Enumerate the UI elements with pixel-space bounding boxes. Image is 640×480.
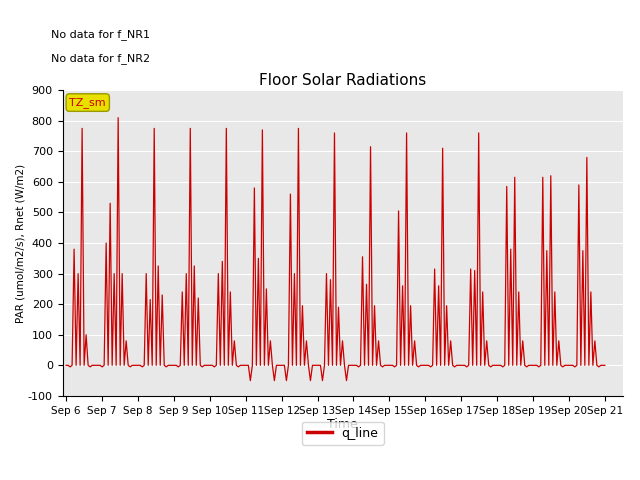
Text: No data for f_NR2: No data for f_NR2 xyxy=(51,53,150,64)
X-axis label: Time: Time xyxy=(327,419,358,432)
Text: No data for f_NR1: No data for f_NR1 xyxy=(51,29,150,40)
Title: Floor Solar Radiations: Floor Solar Radiations xyxy=(259,72,426,87)
Text: TZ_sm: TZ_sm xyxy=(70,97,106,108)
Y-axis label: PAR (umol/m2/s), Rnet (W/m2): PAR (umol/m2/s), Rnet (W/m2) xyxy=(15,164,25,323)
Legend: q_line: q_line xyxy=(301,422,383,444)
